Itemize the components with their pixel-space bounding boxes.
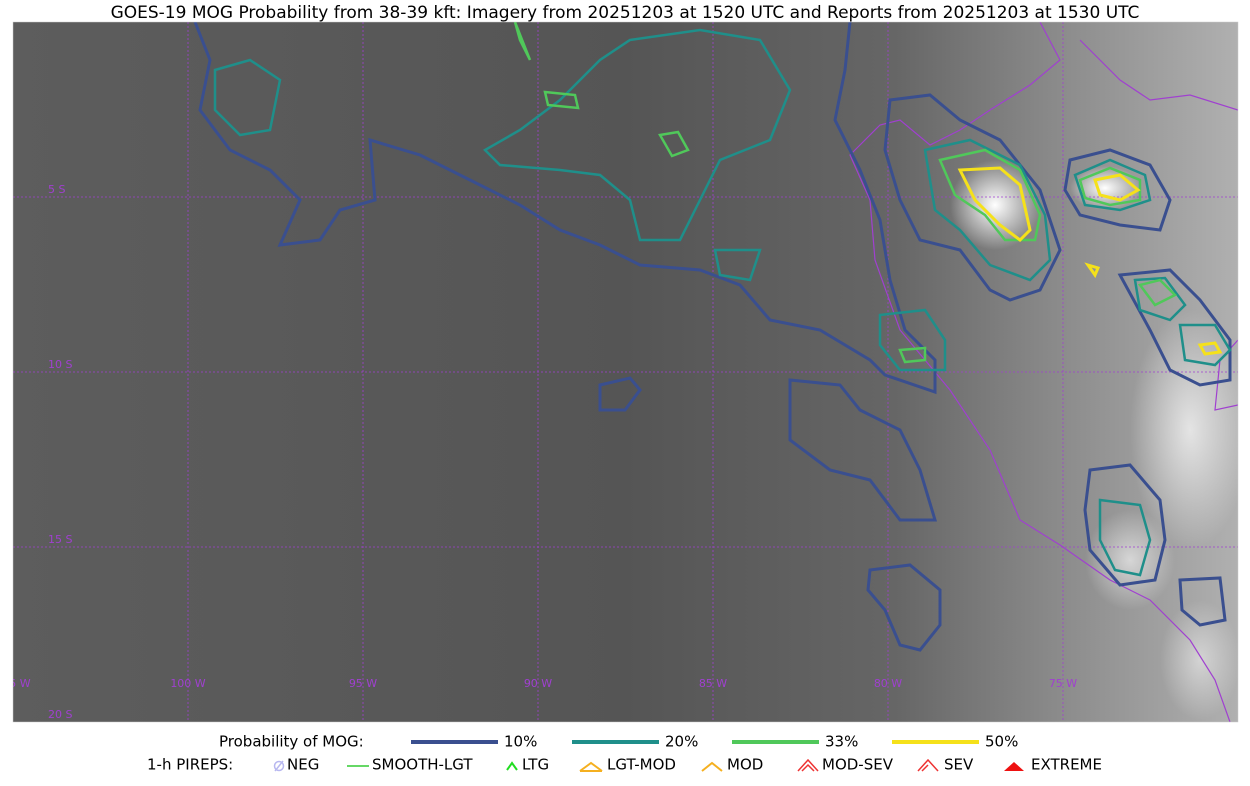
cloud xyxy=(1160,600,1238,720)
pirep-icon xyxy=(797,758,819,772)
lon-label: 90 W xyxy=(524,677,552,690)
legend-title: 1-h PIREPS: xyxy=(147,756,233,774)
pirep-icon xyxy=(917,758,939,772)
legend-label: 10% xyxy=(504,733,537,751)
contours xyxy=(193,22,1232,652)
legend-pireps: 1-h PIREPS: NEG SMOOTH-LGT LTG LGT-MOD M… xyxy=(147,756,1102,774)
title: GOES-19 MOG Probability from 38-39 kft: … xyxy=(111,3,1140,23)
legend-label: 50% xyxy=(985,733,1018,751)
lat-label: 20 S xyxy=(48,708,72,721)
lat-label: 5 S xyxy=(48,183,65,196)
pirep-icon xyxy=(1004,762,1024,771)
coastline xyxy=(849,22,1231,722)
legend-label: SEV xyxy=(944,756,974,774)
lon-label: 105 W xyxy=(0,677,31,690)
map-frame xyxy=(12,21,1239,723)
legend-label: MOD xyxy=(727,756,763,774)
legend-label: 20% xyxy=(665,733,698,751)
legend-label: NEG xyxy=(287,756,319,774)
pirep-icon xyxy=(701,761,723,772)
legend-title: Probability of MOG: xyxy=(219,733,364,751)
pirep-icon xyxy=(274,760,284,772)
legend-label: SMOOTH-LGT xyxy=(372,756,473,774)
legend-label: EXTREME xyxy=(1031,756,1102,774)
cloud xyxy=(1130,310,1238,550)
legend-label: 33% xyxy=(825,733,858,751)
legend-probability: Probability of MOG: 10% 20% 33% 50% xyxy=(219,733,1018,751)
pirep-icon xyxy=(273,760,285,772)
lon-label: 85 W xyxy=(699,677,727,690)
lat-label: 10 S xyxy=(48,358,72,371)
pirep-icon xyxy=(506,761,518,771)
legend-label: LGT-MOD xyxy=(607,756,676,774)
grid xyxy=(13,22,1238,722)
lon-label: 95 W xyxy=(349,677,377,690)
legend-label: MOD-SEV xyxy=(822,756,894,774)
map: 5 S 10 S 15 S 20 S 105 W 100 W 95 W 90 W… xyxy=(0,22,1238,722)
lon-label: 80 W xyxy=(874,677,902,690)
pirep-icon xyxy=(579,761,603,772)
legend-label: LTG xyxy=(522,756,549,774)
lon-label: 100 W xyxy=(170,677,205,690)
cloud xyxy=(1085,510,1175,610)
lon-label: 75 W xyxy=(1049,677,1077,690)
lat-label: 15 S xyxy=(48,533,72,546)
